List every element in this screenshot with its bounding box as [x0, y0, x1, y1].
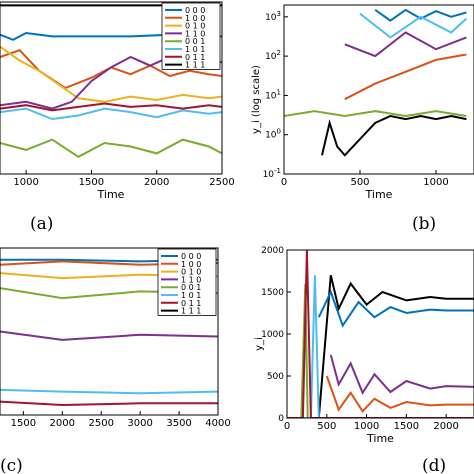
y-tick-label: 10-1	[263, 167, 281, 180]
legend-label: 0 0 1	[181, 283, 201, 292]
y-tick-label: 100	[265, 128, 281, 141]
legend-box	[157, 248, 217, 316]
legend-label: 1 1 1	[181, 307, 201, 316]
series-line-001	[0, 138, 222, 158]
y-tick-label: 102	[265, 49, 281, 62]
series-line-111	[287, 274, 474, 418]
caption-b: (b)	[412, 214, 436, 234]
series-line-010	[0, 45, 222, 103]
series-group	[284, 8, 468, 157]
x-axis-label: Time	[97, 188, 125, 201]
legend-label: 0 0 0	[181, 252, 201, 261]
series-line-100	[0, 49, 222, 90]
y-tick-label: 500	[267, 372, 284, 382]
legend-label: 0 0 1	[185, 37, 205, 46]
x-tick-label: 4000	[205, 418, 230, 429]
x-tick-label: 500	[350, 177, 369, 188]
y-tick-label: 1500	[261, 288, 284, 298]
x-tick-label: 1500	[11, 418, 36, 429]
legend-label: 0 1 0	[181, 268, 201, 277]
legend: 0 0 01 0 00 1 01 1 00 0 11 0 10 1 11 1 1	[157, 248, 217, 316]
series-line-101	[359, 12, 468, 39]
x-tick-label: 0	[281, 177, 287, 188]
legend-label: 1 1 0	[185, 29, 205, 38]
legend-label: 1 1 0	[181, 275, 201, 284]
legend-label: 1 0 1	[185, 45, 205, 54]
legend: 0 0 01 0 00 1 01 1 00 0 11 0 10 1 11 1 1	[161, 2, 221, 70]
x-tick-label: 1000	[354, 421, 379, 432]
series-line-101	[287, 275, 474, 418]
plot-frame	[0, 247, 219, 416]
y-tick-label: 101	[265, 88, 281, 101]
y-tick-label: 1000	[261, 330, 284, 340]
x-tick-label: 3000	[127, 418, 152, 429]
panel-d: 0 500 1000 1500 2000 0 500 1000 1500 2000 Time y_i	[254, 246, 474, 445]
x-axis-label: Time	[365, 188, 393, 201]
legend-label: 0 1 0	[185, 22, 205, 31]
legend-label: 1 0 1	[181, 291, 201, 300]
series-line-110	[329, 354, 474, 395]
plot-frame	[283, 4, 474, 175]
legend-box	[161, 2, 221, 70]
x-tick-label: 1000	[13, 177, 38, 188]
legend-label: 0 1 1	[185, 53, 205, 62]
y-axis-label: y_i (log scale)	[251, 65, 262, 134]
caption-a: (a)	[30, 214, 53, 234]
legend-label: 0 1 1	[181, 299, 201, 308]
legend-label: 1 0 0	[181, 260, 201, 269]
x-tick-label: 1500	[394, 421, 419, 432]
y-axis-label: y_i	[254, 337, 265, 351]
series-line-100	[344, 53, 467, 101]
series-line-001	[284, 110, 467, 118]
panel-a: 1000 1500 2000 2500 Time 0 0 01 0 00 1 01 1 0…	[0, 1, 235, 201]
series-line-011	[0, 400, 218, 407]
x-axis-label: Time	[366, 432, 394, 445]
plot-frame	[0, 1, 223, 175]
series-line-111	[321, 114, 467, 157]
x-tick-label: 2000	[50, 418, 75, 429]
legend-label: 0 0 0	[185, 6, 205, 15]
legend-label: 1 0 0	[185, 14, 205, 23]
x-tick-label: 1000	[423, 177, 448, 188]
panel-b: 0 500 1000 10-1 100 101 102 103 Time y_i (log sca…	[251, 4, 474, 201]
x-tick-label: 2000	[433, 421, 458, 432]
series-line-000	[317, 289, 474, 328]
y-tick-label: 103	[265, 10, 281, 23]
series-line-101	[0, 388, 218, 395]
x-tick-label: 500	[317, 421, 336, 432]
caption-c: (c)	[0, 456, 23, 474]
series-line-100	[325, 375, 474, 413]
series-group	[287, 250, 474, 418]
caption-d: (d)	[422, 456, 446, 474]
series-line-011	[0, 102, 222, 112]
x-tick-label: 3500	[166, 418, 191, 429]
x-tick-label: 0	[284, 421, 290, 432]
series-line-110	[0, 330, 218, 341]
series-group	[0, 4, 222, 158]
series-line-110	[344, 31, 467, 58]
series-line-101	[0, 107, 222, 121]
x-tick-label: 2500	[88, 418, 113, 429]
x-tick-label: 1500	[79, 177, 104, 188]
x-tick-label: 2000	[144, 177, 169, 188]
legend-label: 1 1 1	[185, 61, 205, 70]
y-tick-label: 0	[278, 414, 284, 424]
y-tick-label: 2000	[261, 246, 284, 256]
series-line-000	[374, 8, 467, 22]
x-tick-label: 2500	[209, 177, 234, 188]
